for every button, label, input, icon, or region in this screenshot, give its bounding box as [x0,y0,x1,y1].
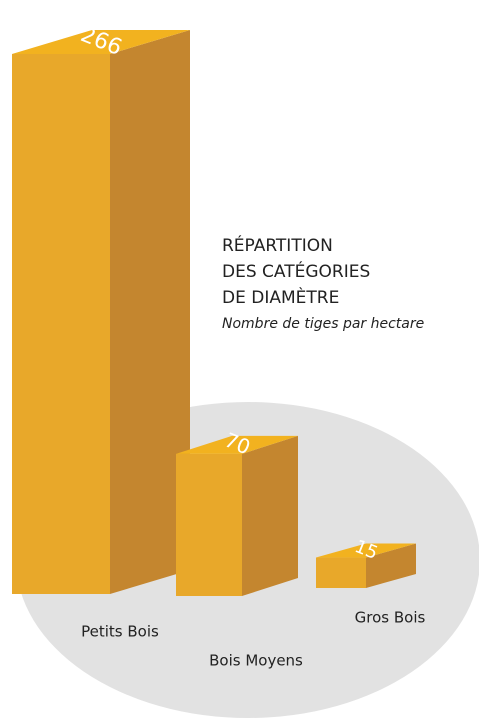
category-label: Gros Bois [355,609,426,627]
chart-title-line: DES CATÉGORIES [222,260,370,282]
bar [12,54,110,594]
category-label: Bois Moyens [209,652,303,670]
bar [176,453,242,596]
bar-top [316,543,416,558]
bar-side [242,435,298,596]
bar-side [366,543,416,588]
bar-side [110,30,190,594]
bar [316,557,366,588]
chart-subtitle: Nombre de tiges par hectare [222,316,424,332]
chart-title-line: RÉPARTITION [222,234,333,256]
bar-top [176,435,298,454]
bar-top [12,30,190,54]
chart-title-line: DE DIAMÈTRE [222,286,339,308]
category-label: Petits Bois [81,623,159,641]
